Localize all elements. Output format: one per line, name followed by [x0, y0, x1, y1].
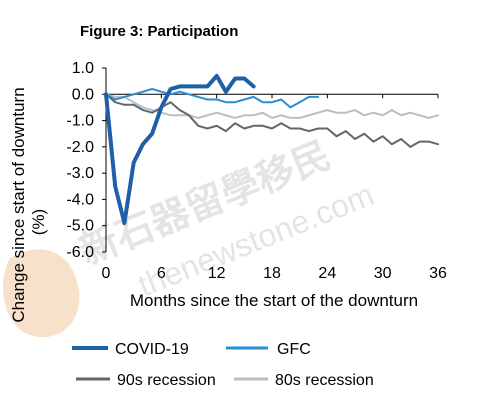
legend-label-gfc: GFC [277, 341, 311, 358]
y-tick-label: -1.0 [66, 113, 94, 130]
x-tick-label: 6 [157, 265, 166, 282]
legend-label-80s-recession: 80s recession [275, 372, 374, 389]
chart-title: Figure 3: Participation [80, 23, 239, 40]
y-tick-label: -5.0 [66, 218, 94, 235]
x-tick-label: 18 [263, 265, 281, 282]
legend-label-90s-recession: 90s recession [117, 372, 216, 389]
y-tick-label: 0.0 [72, 86, 94, 103]
y-axis-label-line1: Change since start of downturn [9, 87, 28, 322]
y-tick-label: -2.0 [66, 139, 94, 156]
x-axis-label: Months since the start of the downturn [130, 291, 418, 310]
x-tick-label: 36 [429, 265, 447, 282]
y-tick-label: 1.0 [72, 60, 94, 77]
y-tick-label: -3.0 [66, 165, 94, 182]
x-tick-label: 30 [374, 265, 392, 282]
watermark-logo [2, 249, 80, 338]
series-line-gfc [105, 88, 320, 109]
series-line-covid-19 [104, 73, 256, 226]
x-tick-label: 24 [318, 265, 336, 282]
y-tick-label: -6.0 [66, 244, 94, 261]
x-tick-label: 12 [208, 265, 226, 282]
y-tick-label: -4.0 [66, 191, 94, 208]
y-axis-label-line2: (%) [29, 209, 48, 235]
legend-label-covid-19: COVID-19 [115, 341, 189, 358]
x-tick-label: 0 [102, 265, 111, 282]
